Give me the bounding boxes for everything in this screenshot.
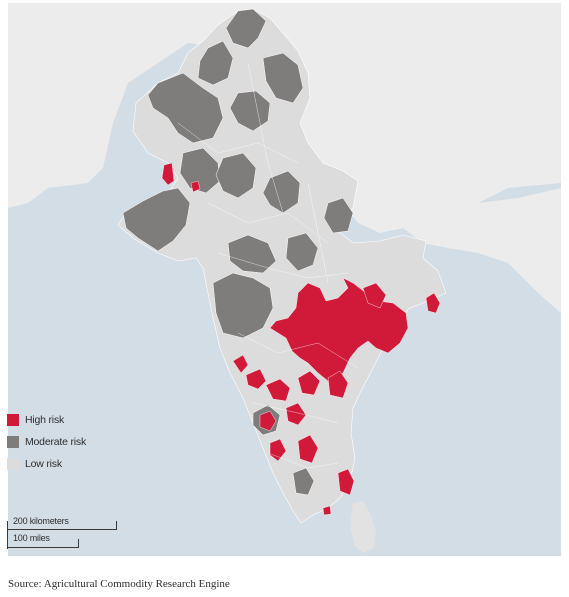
scale-tick-km-end [116,521,117,530]
legend-label: Moderate risk [25,436,87,448]
moderate-risk-gujarat-east [179,147,221,194]
legend-item-low: Low risk [7,457,86,471]
india-risk-map[interactable] [8,3,561,556]
high-risk-karnataka-north [285,402,307,426]
scale-km-label: 200 kilometers [13,516,69,526]
high-risk-odisha-north [362,282,387,309]
high-risk-telangana [297,370,321,396]
high-risk-karnataka [259,410,277,432]
legend-item-high: High risk [7,413,86,427]
high-risk-maharashtra-south [245,368,267,390]
legend-label: Low risk [25,458,62,470]
moderate-risk-jharkhand [323,197,354,234]
high-risk-tn [337,468,355,496]
high-risk-kerala [322,505,332,516]
legend-label: High risk [25,414,65,426]
district-borders [177,62,359,469]
moderate-risk-north [225,8,267,49]
moderate-risk-mp-east [285,232,319,272]
high-risk-maharashtra [232,354,249,374]
moderate-risk-tn [292,467,315,496]
legend-swatch-high [7,414,19,426]
scale-bar: 200 kilometers 100 miles [5,516,125,550]
land-east [403,188,561,313]
legend-swatch-moderate [7,436,19,448]
sri-lanka [350,501,376,553]
scale-tick-left [7,521,8,549]
high-risk-ap-south [297,434,319,464]
moderate-risk-rajasthan [147,72,224,144]
high-risk-gujarat-east [190,180,201,193]
moderate-risk-punjab [197,40,234,86]
legend-swatch-low [7,458,19,470]
moderate-risk-gujarat [122,187,191,252]
scale-tick-mi-end [78,539,79,548]
moderate-risk-areas [122,8,354,496]
moderate-risk-maharashtra [212,272,274,339]
high-risk-gujarat-west [161,162,175,186]
moderate-risk-mp-west [215,152,257,199]
moderate-risk-haryana [262,52,304,104]
scale-mi-label: 100 miles [13,533,50,543]
map-frame[interactable] [8,3,561,556]
source-caption: Source: Agricultural Commodity Research … [8,578,230,590]
high-risk-areas [161,162,441,516]
high-risk-telangana-west [265,378,291,402]
high-risk-ap [327,370,349,399]
legend: High risk Moderate risk Low risk [7,413,86,479]
high-risk-northeast [425,292,441,314]
scale-mi-line [7,547,79,548]
legend-item-moderate: Moderate risk [7,435,86,449]
scale-km-line [7,529,117,530]
moderate-risk-mp-central [262,170,301,214]
moderate-risk-maharashtra-north [227,234,277,274]
